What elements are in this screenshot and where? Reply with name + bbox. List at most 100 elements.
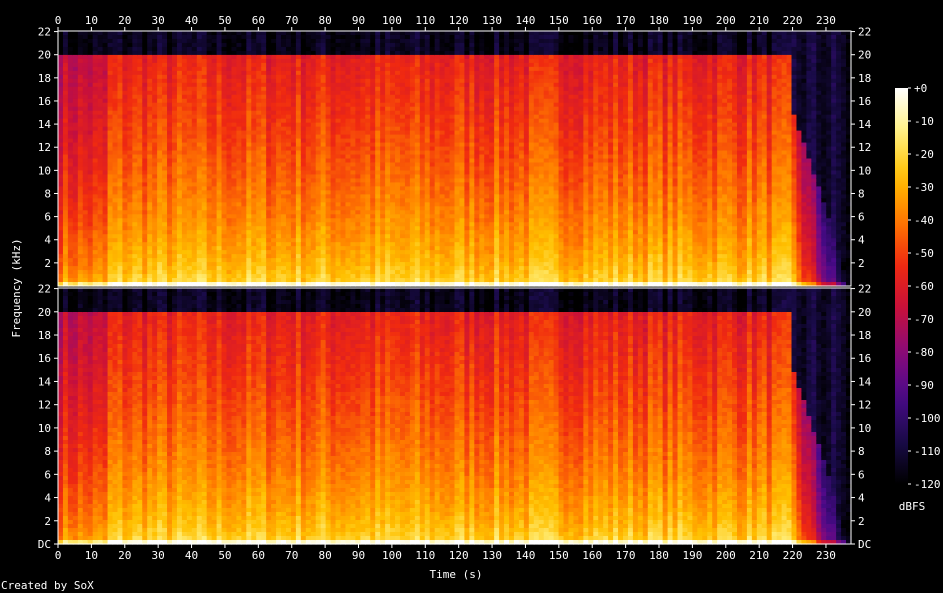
- x-tick-label-bottom: 20: [118, 549, 131, 562]
- y-tick-label-left: 2: [44, 257, 51, 270]
- x-tick-label-top: 160: [582, 14, 602, 27]
- colorbar-gradient: [895, 88, 908, 484]
- x-tick-label-bottom: 120: [449, 549, 469, 562]
- x-tick-label-bottom: 180: [649, 549, 669, 562]
- x-tick-label-top: 210: [749, 14, 769, 27]
- y-tick-label-right: 6: [858, 468, 865, 481]
- x-tick-label-top: 50: [218, 14, 231, 27]
- channel-2-spectrogram: [57, 287, 852, 545]
- y-tick-label-left: DC: [38, 538, 51, 551]
- x-tick-label-bottom: 130: [482, 549, 502, 562]
- colorbar-tick-label: -10: [914, 115, 934, 128]
- x-axis-label: Time (s): [430, 568, 483, 581]
- y-tick-label-right: 4: [858, 492, 865, 505]
- y-tick-label-left: 20: [38, 49, 51, 62]
- y-tick-label-right: 12: [858, 141, 871, 154]
- y-tick-label-left: 6: [44, 468, 51, 481]
- x-tick-label-bottom: 170: [616, 549, 636, 562]
- y-tick-label-right: 8: [858, 445, 865, 458]
- x-tick-label-bottom: 150: [549, 549, 569, 562]
- colorbar-tick-label: -70: [914, 313, 934, 326]
- x-tick-label-top: 110: [415, 14, 435, 27]
- x-tick-label-top: 140: [516, 14, 536, 27]
- y-tick-label-right: 8: [858, 187, 865, 200]
- x-tick-label-bottom: 90: [352, 549, 365, 562]
- x-tick-label-bottom: 160: [582, 549, 602, 562]
- x-tick-label-bottom: 40: [185, 549, 198, 562]
- y-tick-label-left: 12: [38, 141, 51, 154]
- x-tick-label-bottom: 220: [783, 549, 803, 562]
- y-axis-label: Frequency (kHz): [10, 238, 23, 337]
- x-tick-label-top: 230: [816, 14, 836, 27]
- x-tick-label-top: 190: [682, 14, 702, 27]
- x-tick-label-bottom: 200: [716, 549, 736, 562]
- y-tick-label-left: 14: [38, 375, 52, 388]
- y-tick-label-left: 22: [38, 26, 51, 39]
- x-tick-label-top: 0: [55, 14, 62, 27]
- x-tick-label-top: 90: [352, 14, 365, 27]
- x-tick-label-top: 150: [549, 14, 569, 27]
- y-tick-label-left: 16: [38, 352, 51, 365]
- y-tick-label-left: 10: [38, 164, 51, 177]
- y-tick-label-right: 10: [858, 164, 871, 177]
- x-tick-label-top: 100: [382, 14, 402, 27]
- y-tick-label-right: 4: [858, 234, 865, 247]
- y-tick-label-left: 4: [44, 492, 51, 505]
- y-tick-label-left: 18: [38, 329, 51, 342]
- x-tick-label-top: 170: [616, 14, 636, 27]
- x-tick-label-bottom: 210: [749, 549, 769, 562]
- y-tick-label-left: 4: [44, 234, 51, 247]
- y-tick-label-right: 20: [858, 306, 871, 319]
- y-tick-label-left: 10: [38, 422, 51, 435]
- y-tick-label-right: 22: [858, 283, 871, 296]
- colorbar-tick-label: -60: [914, 280, 934, 293]
- x-tick-label-bottom: 70: [285, 549, 298, 562]
- colorbar-tick-label: -120: [914, 478, 941, 491]
- channel-2-frame: [57, 287, 852, 545]
- colorbar-tick-label: -90: [914, 379, 934, 392]
- x-tick-label-top: 60: [252, 14, 265, 27]
- colorbar: +0 -10 -20 -30 -40 -50 -60 -70 -80 -90 -100 -110 -12…: [895, 82, 941, 491]
- x-tick-label-top: 200: [716, 14, 736, 27]
- x-tick-label-top: 120: [449, 14, 469, 27]
- colorbar-label: dBFS: [899, 500, 926, 513]
- y-tick-label-left: 6: [44, 211, 51, 224]
- credit-text: Created by SoX: [1, 579, 94, 592]
- y-tick-label-right: 12: [858, 399, 871, 412]
- x-tick-label-top: 180: [649, 14, 669, 27]
- x-tick-label-bottom: 100: [382, 549, 402, 562]
- y-tick-label-right: 18: [858, 72, 871, 85]
- x-tick-label-top: 30: [152, 14, 165, 27]
- y-tick-label-left: 12: [38, 399, 51, 412]
- y-tick-label-left: 8: [44, 187, 51, 200]
- y-tick-label-right: DC: [858, 538, 871, 551]
- colorbar-tick-label: -30: [914, 181, 934, 194]
- y-tick-label-right: 16: [858, 352, 871, 365]
- x-tick-label-bottom: 80: [318, 549, 331, 562]
- y-tick-label-right: 2: [858, 257, 865, 270]
- y-tick-label-right: 2: [858, 515, 865, 528]
- y-tick-label-right: 16: [858, 95, 871, 108]
- y-tick-label-left: 22: [38, 283, 51, 296]
- y-tick-label-right: 22: [858, 26, 871, 39]
- colorbar-tick-label: -50: [914, 247, 934, 260]
- y-tick-label-left: 14: [38, 118, 52, 131]
- x-tick-label-bottom: 140: [516, 549, 536, 562]
- y-tick-label-left: 16: [38, 95, 51, 108]
- x-tick-label-bottom: 0: [55, 549, 62, 562]
- spectrogram-panels: [57, 30, 852, 545]
- y-tick-label-right: 6: [858, 211, 865, 224]
- y-tick-label-right: 20: [858, 49, 871, 62]
- x-tick-label-bottom: 190: [682, 549, 702, 562]
- colorbar-tick-label: +0: [914, 82, 927, 95]
- colorbar-tick-label: -100: [914, 412, 941, 425]
- y-tick-label-right: 14: [858, 118, 872, 131]
- x-tick-label-top: 130: [482, 14, 502, 27]
- colorbar-tick-label: -80: [914, 346, 934, 359]
- x-tick-label-bottom: 230: [816, 549, 836, 562]
- x-tick-label-bottom: 30: [152, 549, 165, 562]
- y-tick-label-left: 2: [44, 515, 51, 528]
- x-tick-label-top: 80: [318, 14, 331, 27]
- x-tick-label-bottom: 10: [85, 549, 98, 562]
